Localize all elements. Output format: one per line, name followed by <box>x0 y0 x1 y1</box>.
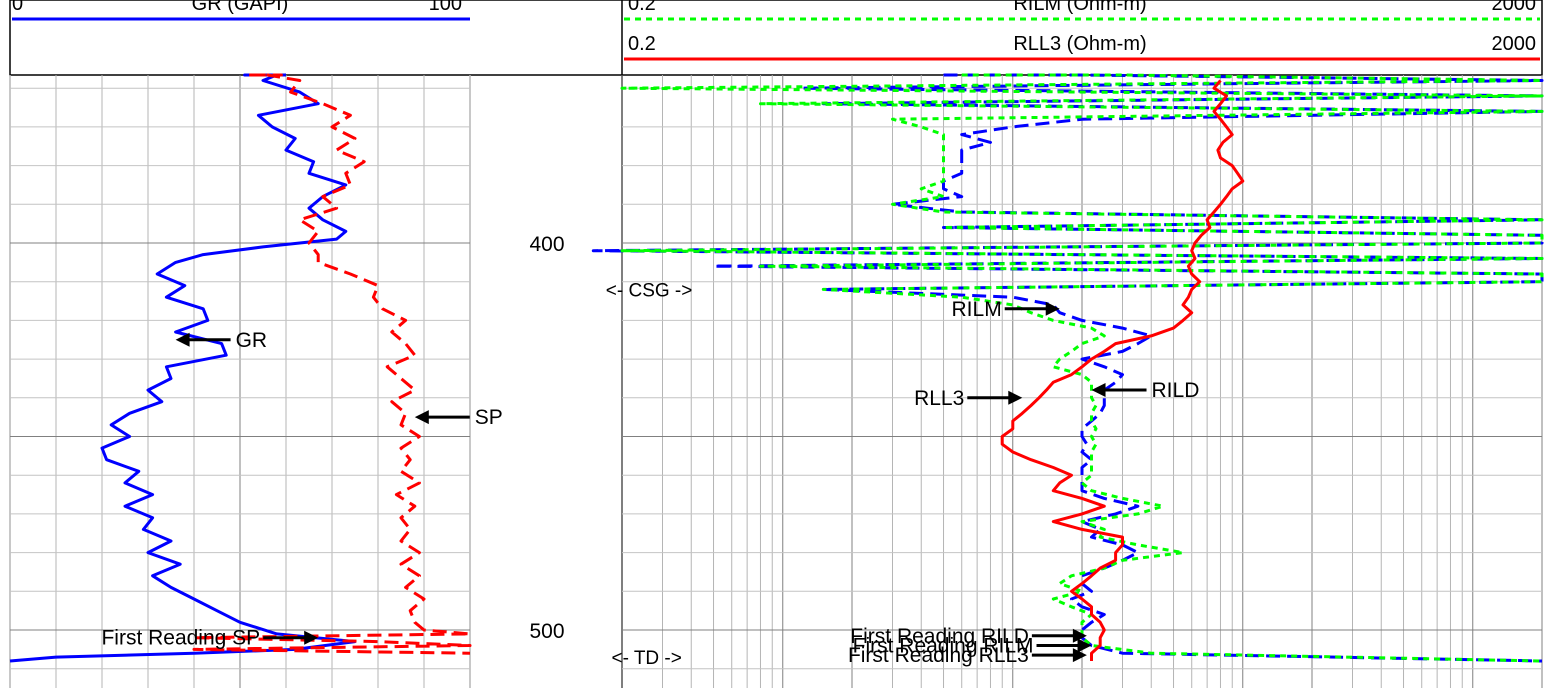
annotation-rilm-label: RILM <box>952 298 1002 321</box>
annotation-first-reading-rild-arrowhead <box>1072 628 1087 643</box>
annotation-rll3-arrowhead <box>1008 390 1023 405</box>
grid <box>9 0 1543 688</box>
curve-rilm <box>620 73 1544 663</box>
curve-rild <box>591 73 1544 663</box>
annotation-rild-arrowhead <box>1091 383 1106 398</box>
annotation-first-reading-rll3-label: First Reading RLL3 <box>848 644 1029 667</box>
annotation-sp-label: SP <box>475 406 503 429</box>
annotation-gr-arrowhead <box>175 332 190 347</box>
annotation-first-reading-sp-arrowhead <box>304 630 319 645</box>
curve-sp <box>192 73 472 655</box>
gr-header-right: 100 <box>429 0 462 15</box>
rll3-header-right: 2000 <box>1492 33 1537 55</box>
annotation-first-reading-rll3-arrowhead <box>1072 648 1087 663</box>
rll3-header-left: 0.2 <box>628 33 656 55</box>
annotations: GR SP First Reading SP RILM RILD RLL3 <- CSG -… <box>101 280 1199 669</box>
rll3-header-mnemonic: RLL3 (Ohm-m) <box>1013 33 1146 55</box>
annotation-td-label: <- TD -> <box>611 648 681 669</box>
curve-rll3 <box>1000 79 1245 661</box>
annotation-rilm-arrowhead <box>1045 301 1060 316</box>
gr-header-mnemonic: GR (GAPI) <box>192 0 289 15</box>
annotation-sp-arrowhead <box>414 410 429 425</box>
annotation-rild-label: RILD <box>1152 379 1200 402</box>
rll3-header: 0.2 RLL3 (Ohm-m) 2000 <box>628 33 1536 55</box>
annotation-first-reading-sp-label: First Reading SP <box>101 627 260 650</box>
depth-label-500: 500 <box>529 620 564 643</box>
annotation-gr-label: GR <box>236 329 268 352</box>
gr-header-left: 0 <box>12 0 23 15</box>
rilm-header-mnemonic: RILM (Ohm-m) <box>1013 0 1146 15</box>
rilm-header-left: 0.2 <box>628 0 656 15</box>
rilm-header: 0.2 RILM (Ohm-m) 2000 <box>628 0 1536 15</box>
annotation-first-reading-rilm-label: First Reading RILM <box>853 634 1034 657</box>
rilm-header-right: 2000 <box>1492 0 1537 15</box>
header-frame <box>9 0 1543 76</box>
annotation-csg-label: <- CSG -> <box>606 280 693 301</box>
annotation-rll3-label: RLL3 <box>914 387 964 410</box>
curve-gr <box>9 73 357 663</box>
depth-label-400: 400 <box>529 233 564 256</box>
gr-header: 0 GR (GAPI) 100 <box>12 0 462 15</box>
annotation-first-reading-rilm-arrowhead <box>1077 638 1092 653</box>
curves <box>9 73 1544 663</box>
annotation-first-reading-rild-label: First Reading RILD <box>850 625 1029 648</box>
